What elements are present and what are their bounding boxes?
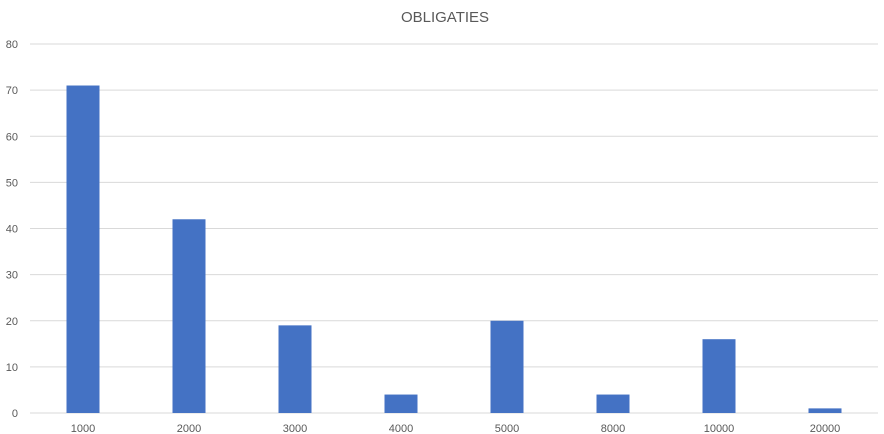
y-tick-label: 50 (6, 177, 18, 189)
y-tick-label: 30 (6, 270, 18, 282)
y-tick-label: 20 (6, 316, 18, 328)
y-axis-tick-labels: 0 10 20 30 40 50 60 70 80 (6, 39, 18, 420)
x-axis-tick-labels: 1000 2000 3000 4000 5000 8000 10000 20000 (71, 423, 841, 434)
x-tick-label: 4000 (389, 423, 413, 434)
chart-title: OBLIGATIES (401, 9, 489, 26)
bar-1000 (66, 85, 100, 413)
bar-20000 (808, 408, 842, 413)
bar-4000 (384, 394, 418, 413)
y-tick-label: 0 (12, 408, 18, 420)
bar-2000 (172, 219, 206, 413)
x-tick-label: 20000 (810, 423, 841, 434)
y-tick-label: 60 (6, 131, 18, 143)
bar-10000 (702, 339, 736, 413)
y-tick-label: 10 (6, 362, 18, 374)
gridlines (30, 43, 878, 414)
x-tick-label: 3000 (283, 423, 307, 434)
x-tick-label: 10000 (704, 423, 735, 434)
y-tick-label: 70 (6, 85, 18, 97)
y-tick-label: 40 (6, 224, 18, 236)
x-tick-label: 1000 (71, 423, 95, 434)
bars (66, 85, 842, 413)
bar-5000 (490, 320, 524, 413)
bar-3000 (278, 325, 312, 413)
bar-8000 (596, 394, 630, 413)
x-tick-label: 8000 (601, 423, 625, 434)
y-tick-label: 80 (6, 39, 18, 51)
x-tick-label: 2000 (177, 423, 201, 434)
x-tick-label: 5000 (495, 423, 519, 434)
